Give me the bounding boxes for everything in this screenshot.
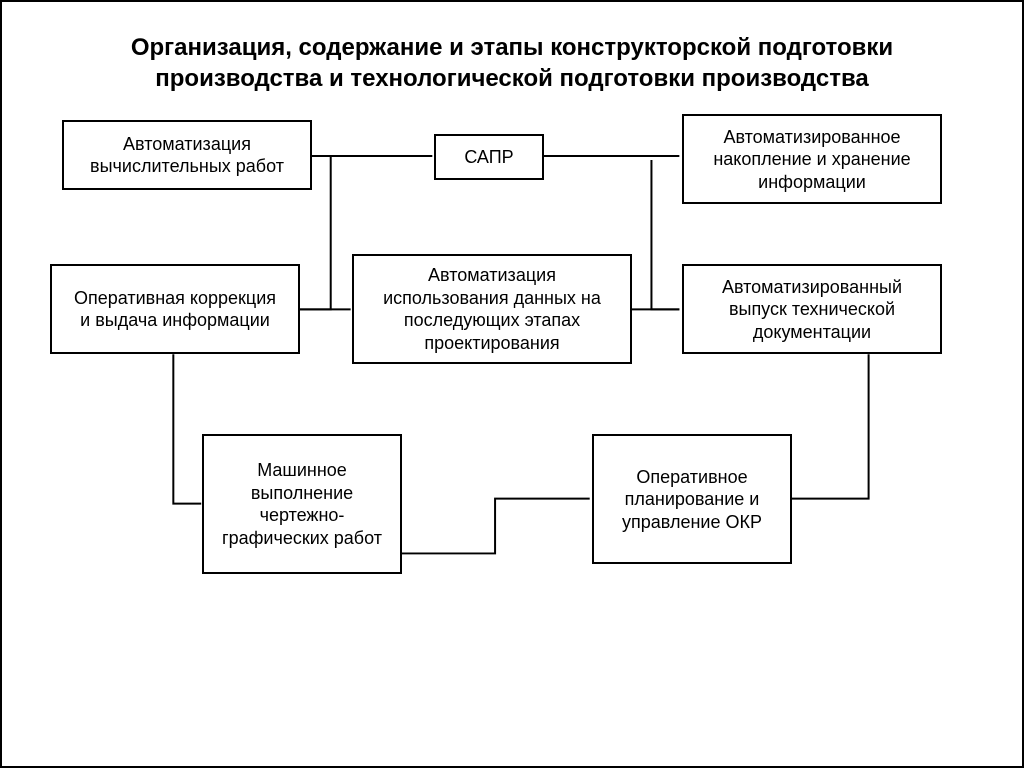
node-label: Автоматизация использования данных на по…: [366, 264, 618, 354]
page-title: Организация, содержание и этапы конструк…: [2, 2, 1022, 114]
node-label: Оперативное планирование и управление ОК…: [606, 466, 778, 534]
node-label: Автоматизированное накопление и хранение…: [696, 126, 928, 194]
flowchart-diagram: САПР Автоматизация вычислительных работ Ав…: [2, 114, 1022, 704]
node-label: Оперативная коррекция и выдача информаци…: [74, 287, 276, 332]
edge-corr-to-drawing: [173, 355, 201, 504]
edge-storage-to-tech-doc: [651, 160, 679, 309]
node-storage: Автоматизированное накопление и хранение…: [682, 114, 942, 204]
node-auto-calc: Автоматизация вычислительных работ: [62, 120, 312, 190]
node-label: САПР: [464, 146, 513, 169]
node-sapr: САПР: [434, 134, 544, 180]
node-corr: Оперативная коррекция и выдача информаци…: [50, 264, 300, 354]
node-use-data: Автоматизация использования данных на по…: [352, 254, 632, 364]
node-label: Автоматизация вычислительных работ: [76, 133, 298, 178]
node-label: Автоматизированный выпуск технической до…: [696, 276, 928, 344]
node-tech-doc: Автоматизированный выпуск технической до…: [682, 264, 942, 354]
node-planning: Оперативное планирование и управление ОК…: [592, 434, 792, 564]
edge-drawing-to-planning: [400, 499, 589, 554]
edge-tech-doc-to-planning: [789, 355, 869, 499]
node-label: Машинное выполнение чертежно- графически…: [216, 459, 388, 549]
node-drawing: Машинное выполнение чертежно- графически…: [202, 434, 402, 574]
